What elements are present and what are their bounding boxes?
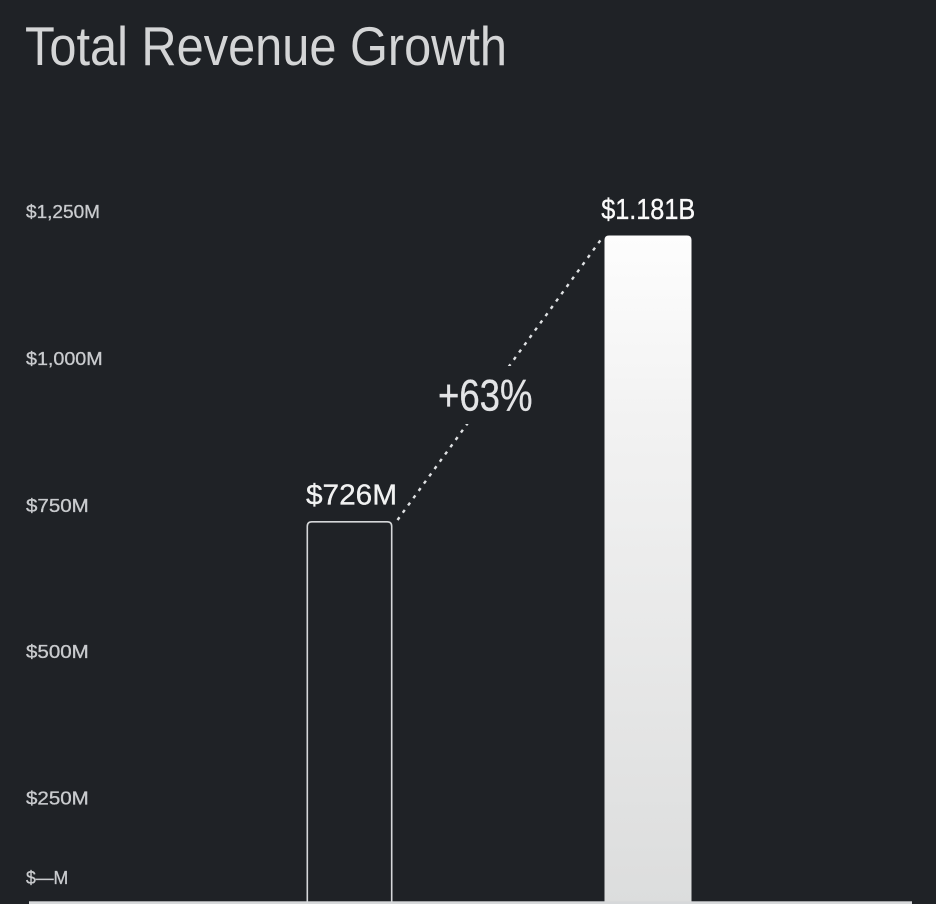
- svg-text:$726M: $726M: [306, 480, 397, 512]
- svg-text:+63%: +63%: [438, 372, 533, 421]
- svg-text:$750M: $750M: [26, 496, 89, 516]
- svg-text:$1,250M: $1,250M: [26, 202, 100, 222]
- svg-text:Total Revenue Growth: Total Revenue Growth: [25, 15, 507, 77]
- svg-text:$1,000M: $1,000M: [26, 349, 103, 369]
- svg-text:$500M: $500M: [26, 642, 89, 662]
- svg-text:$—M: $—M: [26, 868, 68, 888]
- svg-text:$250M: $250M: [26, 789, 89, 809]
- svg-text:$1.181B: $1.181B: [601, 194, 695, 226]
